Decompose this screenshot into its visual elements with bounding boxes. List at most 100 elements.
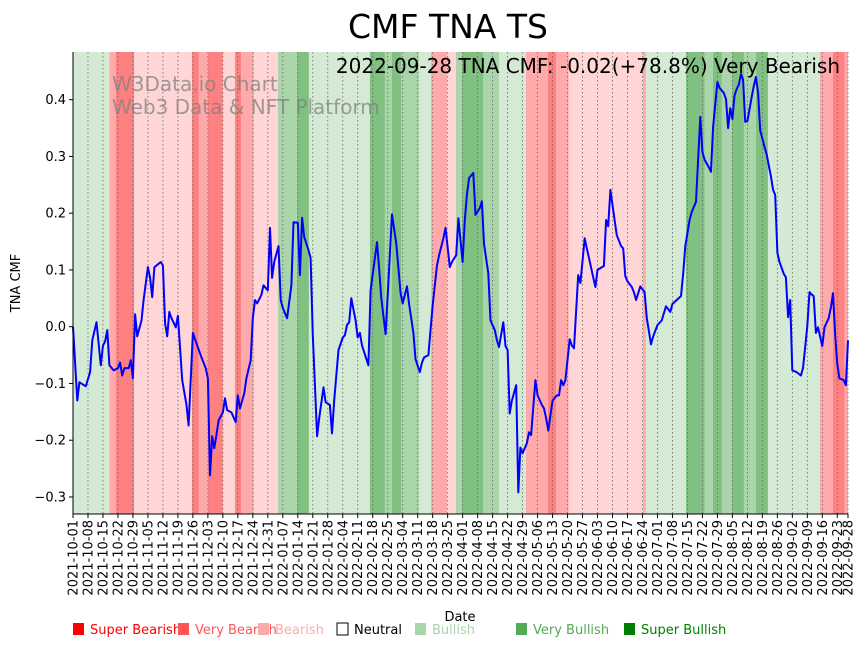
legend-label: Super Bullish (641, 623, 726, 638)
x-tick-label: 2022-07-08 (666, 520, 681, 596)
latest-value-annotation: 2022-09-28 TNA CMF: -0.02(+78.8%) Very B… (336, 54, 840, 78)
legend-label: Very Bullish (533, 623, 609, 638)
x-tick-label: 2022-02-04 (336, 520, 351, 596)
y-tick-label: −0.3 (34, 490, 66, 505)
legend-item: Bullish (415, 623, 475, 638)
x-tick-label: 2022-02-25 (381, 520, 396, 596)
x-tick-label: 2021-10-22 (111, 520, 126, 596)
x-tick-label: 2022-01-14 (291, 520, 306, 596)
legend-swatch (624, 623, 635, 635)
x-tick-label: 2022-06-10 (606, 520, 621, 596)
regime-bands (73, 52, 848, 514)
x-tick-label: 2022-08-12 (741, 520, 756, 596)
x-tick-label: 2021-12-10 (216, 520, 231, 596)
regime-band (819, 52, 834, 514)
x-tick-label: 2022-09-02 (786, 520, 801, 596)
y-tick-label: 0.0 (45, 320, 66, 335)
watermark: W3Data.io Chart Web3 Data & NFT Platform (112, 72, 380, 119)
regime-band (743, 52, 756, 514)
x-tick-label: 2022-04-29 (516, 520, 531, 596)
x-tick-label: 2022-06-03 (591, 520, 606, 596)
x-axis-label: Date (444, 610, 475, 625)
legend-item: Neutral (336, 622, 402, 638)
legend-label: Bullish (432, 623, 475, 638)
regime-band (192, 52, 199, 514)
x-tick-label: 2021-11-05 (141, 520, 156, 596)
legend-label: Bearish (275, 623, 324, 638)
regime-band (482, 52, 500, 514)
x-tick-label: 2022-05-20 (561, 520, 576, 596)
x-tick-label: 2022-09-16 (816, 520, 831, 596)
regime-band (73, 52, 110, 514)
x-tick-label: 2022-01-07 (276, 520, 291, 596)
x-tick-label: 2022-07-01 (651, 520, 666, 596)
x-tick-label: 2021-11-19 (171, 520, 186, 596)
legend-swatch (73, 623, 84, 635)
x-tick-label: 2022-07-29 (711, 520, 726, 596)
x-tick-label: 2022-08-19 (756, 520, 771, 596)
series-line-tna-cmf (72, 73, 849, 494)
legend-label: Neutral (354, 623, 402, 638)
regime-band (109, 52, 116, 514)
regime-band (235, 52, 242, 514)
x-tick-label: 2022-09-23 (831, 520, 846, 596)
regime-band (253, 52, 278, 514)
y-axis-label: TNA CMF (9, 254, 24, 313)
x-tick-label: 2022-02-18 (366, 520, 381, 596)
x-tick-label: 2021-10-08 (81, 520, 96, 596)
x-tick-label: 2021-10-01 (67, 520, 82, 596)
regime-band (642, 52, 646, 514)
x-tick-label: 2022-08-05 (726, 520, 741, 596)
y-tick-label: 0.1 (45, 263, 66, 278)
regime-band (767, 52, 820, 514)
x-tick-label: 2021-12-24 (246, 520, 261, 596)
x-tick-label: 2022-07-22 (696, 520, 711, 596)
x-tick-label: 2022-01-21 (306, 520, 321, 596)
x-tick-label: 2022-03-11 (411, 520, 426, 596)
regime-band (844, 52, 848, 514)
legend-item: Bearish (258, 623, 324, 638)
regime-band (296, 52, 309, 514)
regime-band (461, 52, 483, 514)
x-tick-label: 2022-06-24 (636, 520, 651, 596)
regime-band (555, 52, 569, 514)
regime-band (418, 52, 431, 514)
regime-band (400, 52, 419, 514)
gridlines (72, 52, 849, 514)
watermark-line-1: W3Data.io Chart (112, 72, 278, 96)
regime-band (198, 52, 208, 514)
x-tick-label: 2021-11-26 (186, 520, 201, 596)
x-tick-label: 2021-12-31 (261, 520, 276, 596)
legend-swatch (415, 623, 426, 635)
legend-item: Super Bearish (73, 623, 181, 638)
x-tick-label: 2022-05-13 (546, 520, 561, 596)
regime-band (833, 52, 845, 514)
regime-band (499, 52, 527, 514)
regime-band (369, 52, 385, 514)
y-tick-label: 0.4 (45, 93, 66, 108)
regime-band (755, 52, 768, 514)
x-tick-label: 2022-04-22 (501, 520, 516, 596)
regime-band (456, 52, 462, 514)
regime-band (222, 52, 236, 514)
regime-band (547, 52, 556, 514)
x-tick-label: 2022-03-04 (396, 520, 411, 596)
legend-item: Very Bullish (516, 623, 609, 638)
x-tick-label: 2022-05-27 (576, 520, 591, 596)
regime-band (731, 52, 744, 514)
regime-band (721, 52, 732, 514)
x-tick-label: 2021-10-29 (126, 520, 141, 596)
y-tick-label: 0.2 (45, 207, 66, 222)
x-tick-label: 2022-01-28 (321, 520, 336, 596)
x-tick-label: 2022-04-01 (456, 520, 471, 596)
regime-band (447, 52, 457, 514)
legend-swatch (516, 623, 527, 635)
x-tick-label: 2022-07-15 (681, 520, 696, 596)
y-tick-label: −0.2 (34, 434, 66, 449)
x-tick-label: 2022-03-18 (426, 520, 441, 596)
legend-swatch (178, 623, 189, 635)
regime-band (308, 52, 370, 514)
x-tick-label: 2021-11-12 (156, 520, 171, 596)
x-tick-label: 2022-04-15 (486, 520, 501, 596)
